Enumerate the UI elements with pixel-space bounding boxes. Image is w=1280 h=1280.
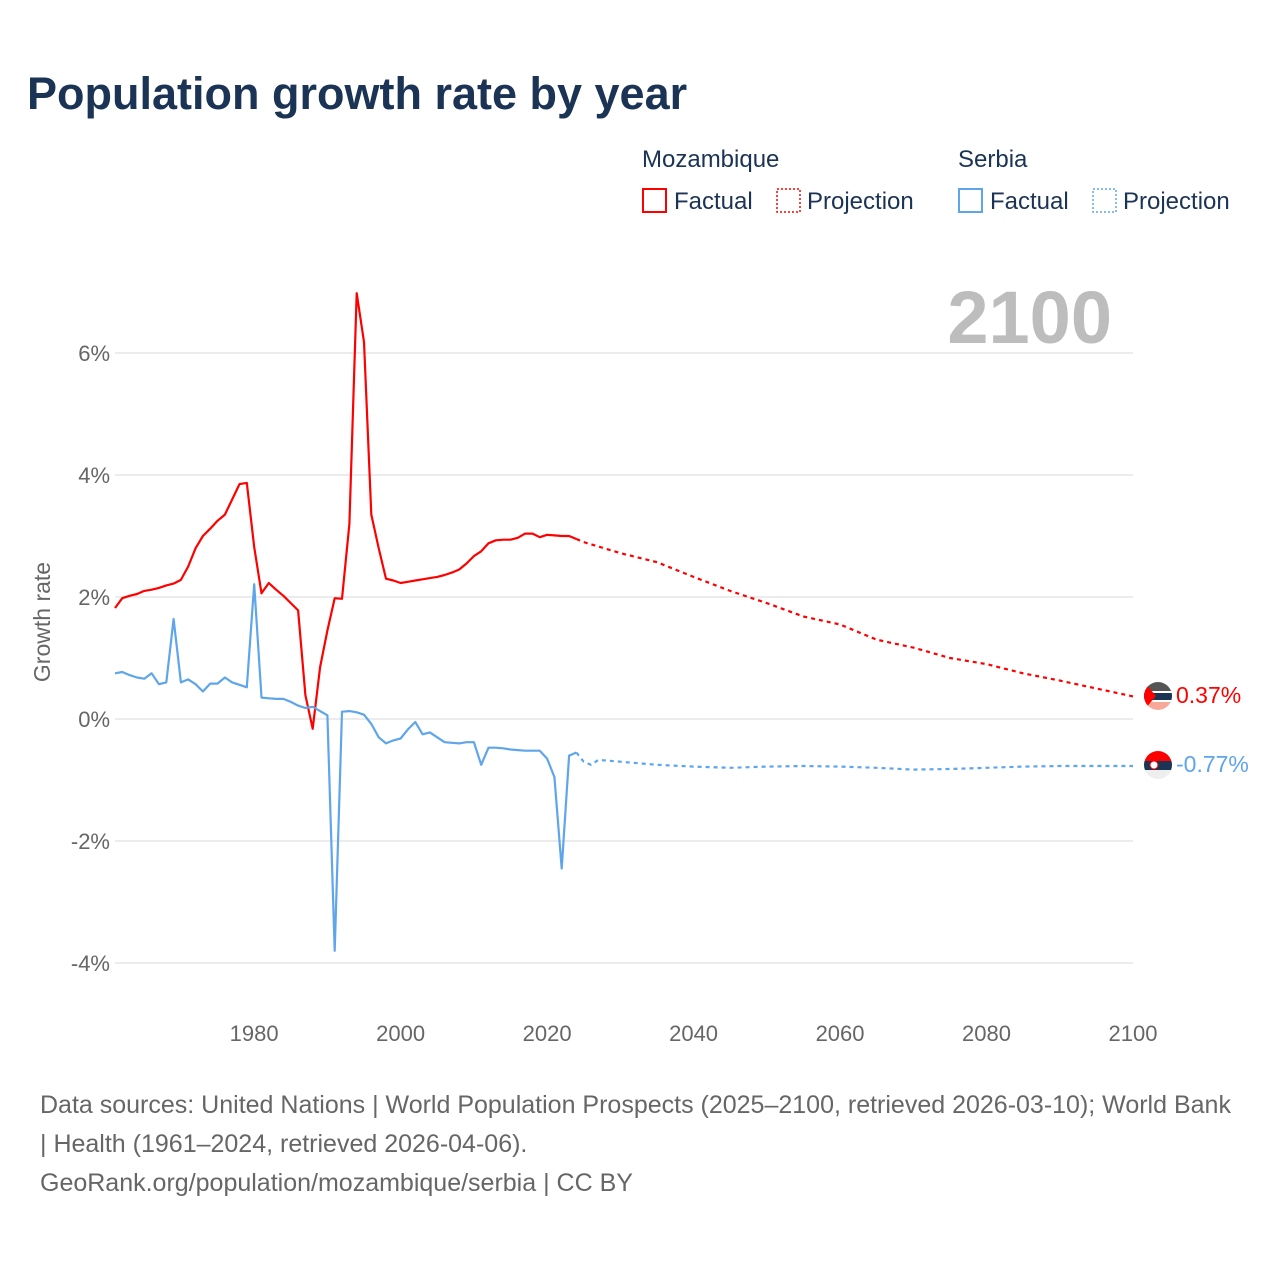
x-tick-label: 2060: [816, 1021, 865, 1046]
legend-label-mozambique-factual[interactable]: Factual: [674, 188, 753, 215]
series-line-serbia-factual: [114, 583, 577, 952]
x-tick-label: 1980: [230, 1021, 279, 1046]
serbia-flag-icon: [1144, 751, 1172, 779]
series-line-mozambique-projection: [575, 537, 1134, 698]
legend-swatch-mozambique-projection[interactable]: [776, 188, 801, 213]
x-tick-label: 2100: [1109, 1021, 1158, 1046]
legend-group-serbia: Serbia: [958, 146, 1028, 173]
legend-group-mozambique: Mozambique: [642, 146, 779, 173]
legend-swatch-serbia-projection[interactable]: [1092, 188, 1117, 213]
x-tick-label: 2080: [962, 1021, 1011, 1046]
y-tick-label: 2%: [78, 585, 110, 610]
legend: Mozambique Factual Projection Serbia Fac…: [642, 146, 1230, 215]
series-line-serbia-projection: [575, 751, 1133, 771]
x-tick-label: 2040: [669, 1021, 718, 1046]
mozambique-flag-icon: [1144, 682, 1172, 710]
legend-label-serbia-projection[interactable]: Projection: [1123, 188, 1230, 215]
y-axis-label: Growth rate: [29, 562, 55, 682]
y-tick-label: -4%: [71, 951, 110, 976]
footer: Data sources: United Nations | World Pop…: [40, 1086, 1240, 1203]
page-title: Population growth rate by year: [27, 68, 688, 119]
data-sources: Data sources: United Nations | World Pop…: [40, 1091, 1231, 1158]
year-display: 2100: [947, 276, 1112, 359]
serbia-end-label: -0.77%: [1176, 751, 1249, 777]
y-tick-label: -2%: [71, 829, 110, 854]
x-tick-label: 2020: [523, 1021, 572, 1046]
y-tick-label: 0%: [78, 707, 110, 732]
x-tick-label: 2000: [376, 1021, 425, 1046]
series-line-mozambique-factual: [114, 292, 577, 730]
source-link[interactable]: GeoRank.org/population/mozambique/serbia…: [40, 1169, 633, 1197]
legend-label-mozambique-projection[interactable]: Projection: [807, 188, 914, 215]
legend-swatch-serbia-factual[interactable]: [958, 188, 983, 213]
legend-swatch-mozambique-factual[interactable]: [642, 188, 667, 213]
y-tick-label: 6%: [78, 341, 110, 366]
legend-label-serbia-factual[interactable]: Factual: [990, 188, 1069, 215]
mozambique-end-label: 0.37%: [1176, 682, 1241, 708]
y-tick-label: 4%: [78, 463, 110, 488]
